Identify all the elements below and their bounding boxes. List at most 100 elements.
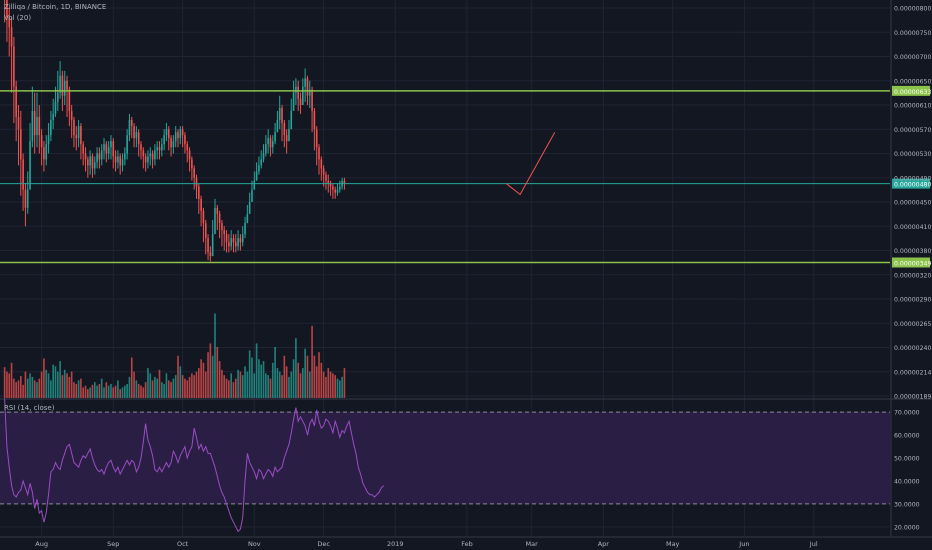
volume-bar-5 xyxy=(15,382,17,398)
candle-32 xyxy=(77,119,80,148)
candle-body-46 xyxy=(110,141,112,148)
candle-129 xyxy=(302,78,304,105)
candle-74 xyxy=(174,126,177,148)
candle-3 xyxy=(10,17,13,93)
price-tick-label-5: 0.00000570 xyxy=(894,127,931,134)
candle-122 xyxy=(285,129,288,154)
rsi-tick-label-4: 30.0000 xyxy=(894,501,920,508)
candle-6 xyxy=(17,105,20,166)
x-tick-label-10: Jun xyxy=(738,540,749,548)
candle-50 xyxy=(119,153,122,175)
candle-120 xyxy=(281,105,283,142)
level-label-1: 0.00000480 xyxy=(894,182,931,189)
volume-bar-23 xyxy=(56,371,59,398)
volume-bar-60 xyxy=(142,387,145,398)
volume-bar-72 xyxy=(170,382,172,398)
candle-body-103 xyxy=(241,234,244,243)
candle-19 xyxy=(47,123,50,154)
candle-11 xyxy=(29,123,31,190)
candle-77 xyxy=(181,126,184,148)
volume-bar-76 xyxy=(179,366,182,398)
volume-bar-29 xyxy=(70,371,73,398)
volume-bar-69 xyxy=(163,383,165,398)
candle-body-8 xyxy=(22,159,24,190)
candle-body-75 xyxy=(177,132,179,139)
candle-80 xyxy=(188,147,191,172)
candle-78 xyxy=(184,132,186,154)
volume-bar-49 xyxy=(117,380,119,398)
candle-body-132 xyxy=(308,89,311,96)
candle-57 xyxy=(135,126,138,148)
candle-body-80 xyxy=(188,150,191,160)
candle-45 xyxy=(107,141,110,160)
volume-bar-10 xyxy=(26,378,29,398)
candle-112 xyxy=(262,144,265,163)
candle-body-141 xyxy=(329,183,332,187)
candle-46 xyxy=(110,135,112,160)
candle-98 xyxy=(230,230,232,251)
volume-bar-87 xyxy=(204,371,207,398)
candle-108 xyxy=(253,171,256,190)
rsi-tick-label-1: 60.0000 xyxy=(894,433,920,440)
candle-109 xyxy=(255,162,258,181)
volume-bar-134 xyxy=(313,355,316,398)
candle-body-127 xyxy=(297,86,300,99)
candle-5 xyxy=(15,80,17,142)
candle-58 xyxy=(137,129,140,157)
candle-body-74 xyxy=(174,132,177,142)
candle-65 xyxy=(154,144,156,166)
candle-96 xyxy=(225,230,228,253)
x-tick-label-3: Nov xyxy=(248,540,261,548)
volume-bar-48 xyxy=(114,385,117,398)
volume-bar-147 xyxy=(343,368,346,398)
candle-body-51 xyxy=(121,159,124,166)
candle-body-122 xyxy=(285,135,288,142)
candle-body-81 xyxy=(191,159,193,169)
volume-bar-90 xyxy=(211,355,214,398)
candle-104 xyxy=(244,216,246,239)
candle-88 xyxy=(207,234,209,261)
candle-24 xyxy=(59,61,61,99)
volume-bar-82 xyxy=(193,375,195,398)
volume-bar-37 xyxy=(89,387,91,398)
candle-body-124 xyxy=(290,110,293,130)
candle-body-126 xyxy=(295,86,297,93)
candle-body-50 xyxy=(119,156,122,166)
candle-72 xyxy=(170,135,172,157)
volume-bar-4 xyxy=(13,378,15,398)
candle-body-42 xyxy=(100,150,103,160)
candle-101 xyxy=(237,230,239,251)
candle-body-101 xyxy=(237,238,239,247)
candle-body-17 xyxy=(43,147,45,160)
volume-bar-130 xyxy=(304,348,306,398)
candle-111 xyxy=(260,150,263,169)
x-tick-label-4: Dec xyxy=(317,540,330,548)
volume-bar-124 xyxy=(290,371,293,398)
candle-layer xyxy=(4,0,346,262)
volume-bar-114 xyxy=(267,375,269,398)
volume-layer xyxy=(3,313,346,398)
volume-bar-21 xyxy=(52,364,54,398)
candle-body-133 xyxy=(311,89,313,111)
volume-bar-129 xyxy=(302,368,304,398)
volume-bar-58 xyxy=(137,383,140,398)
candle-body-7 xyxy=(19,129,22,160)
candle-body-16 xyxy=(40,135,43,148)
x-tick-label-9: May xyxy=(666,540,680,548)
candle-55 xyxy=(130,116,133,139)
candle-15 xyxy=(38,105,41,154)
candle-body-36 xyxy=(87,159,89,166)
candle-29 xyxy=(70,105,73,139)
candle-body-84 xyxy=(197,186,200,199)
price-tick-label-16: 0.00000189 xyxy=(894,394,931,401)
volume-bar-143 xyxy=(334,375,337,398)
x-tick-label-1: Sep xyxy=(107,540,119,548)
candle-81 xyxy=(191,156,193,181)
candle-body-115 xyxy=(269,138,272,148)
candle-body-109 xyxy=(255,171,258,181)
volume-bar-112 xyxy=(262,361,265,398)
candle-body-107 xyxy=(251,189,253,202)
candle-86 xyxy=(202,207,205,243)
candle-body-78 xyxy=(184,135,186,145)
